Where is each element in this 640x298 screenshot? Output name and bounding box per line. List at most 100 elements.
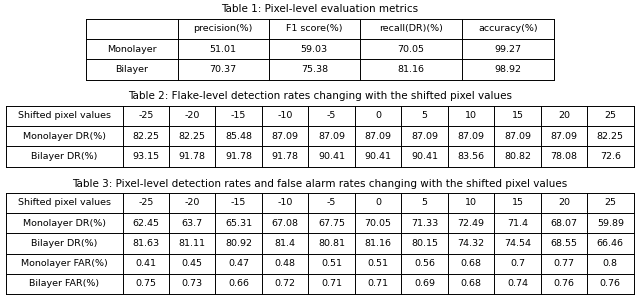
Text: 80.82: 80.82 xyxy=(504,152,531,161)
Text: 67.75: 67.75 xyxy=(318,219,345,228)
Text: 0.76: 0.76 xyxy=(600,280,621,288)
Text: 0.51: 0.51 xyxy=(321,259,342,268)
Text: 0: 0 xyxy=(375,198,381,207)
Text: 91.78: 91.78 xyxy=(225,152,252,161)
Text: 81.11: 81.11 xyxy=(179,239,205,248)
Text: 0.48: 0.48 xyxy=(275,259,296,268)
Text: 0.68: 0.68 xyxy=(461,259,481,268)
Text: 87.09: 87.09 xyxy=(411,132,438,141)
Text: 0.7: 0.7 xyxy=(510,259,525,268)
Text: 65.31: 65.31 xyxy=(225,219,252,228)
Text: 59.03: 59.03 xyxy=(301,45,328,54)
Text: 71.4: 71.4 xyxy=(507,219,528,228)
Text: 20: 20 xyxy=(558,111,570,120)
Text: 87.09: 87.09 xyxy=(271,132,299,141)
Text: 75.38: 75.38 xyxy=(301,65,328,74)
Text: 70.05: 70.05 xyxy=(397,45,425,54)
Text: 80.92: 80.92 xyxy=(225,239,252,248)
Text: 62.45: 62.45 xyxy=(132,219,159,228)
Text: 0.71: 0.71 xyxy=(321,280,342,288)
Text: 85.48: 85.48 xyxy=(225,132,252,141)
Text: 0.66: 0.66 xyxy=(228,280,249,288)
Text: 72.49: 72.49 xyxy=(458,219,484,228)
Text: 91.78: 91.78 xyxy=(179,152,205,161)
Text: Monolayer DR(%): Monolayer DR(%) xyxy=(23,132,106,141)
Text: 87.09: 87.09 xyxy=(550,132,577,141)
Text: 66.46: 66.46 xyxy=(597,239,624,248)
Text: 87.09: 87.09 xyxy=(458,132,484,141)
Text: 0.77: 0.77 xyxy=(554,259,575,268)
Text: 20: 20 xyxy=(558,198,570,207)
Text: 82.25: 82.25 xyxy=(132,132,159,141)
Text: 93.15: 93.15 xyxy=(132,152,159,161)
Text: 68.55: 68.55 xyxy=(550,239,577,248)
Text: 91.78: 91.78 xyxy=(271,152,299,161)
Text: precision(%): precision(%) xyxy=(193,24,253,33)
Text: 98.92: 98.92 xyxy=(495,65,522,74)
Text: 74.32: 74.32 xyxy=(458,239,484,248)
Text: 0.76: 0.76 xyxy=(554,280,575,288)
Text: 25: 25 xyxy=(604,198,616,207)
Text: 5: 5 xyxy=(422,111,428,120)
Text: 63.7: 63.7 xyxy=(182,219,203,228)
Text: 67.08: 67.08 xyxy=(271,219,299,228)
Text: 74.54: 74.54 xyxy=(504,239,531,248)
Text: 70.37: 70.37 xyxy=(209,65,237,74)
Text: Table 1: Pixel-level evaluation metrics: Table 1: Pixel-level evaluation metrics xyxy=(221,4,419,15)
Text: 68.07: 68.07 xyxy=(550,219,577,228)
Text: 81.63: 81.63 xyxy=(132,239,159,248)
Text: recall(DR)(%): recall(DR)(%) xyxy=(380,24,443,33)
Text: 0: 0 xyxy=(375,111,381,120)
Text: -25: -25 xyxy=(138,111,154,120)
Text: Bilayer DR(%): Bilayer DR(%) xyxy=(31,239,98,248)
Text: 81.16: 81.16 xyxy=(365,239,392,248)
Text: 5: 5 xyxy=(422,198,428,207)
Text: 59.89: 59.89 xyxy=(597,219,624,228)
Text: F1 score(%): F1 score(%) xyxy=(286,24,342,33)
Text: Monolayer: Monolayer xyxy=(107,45,157,54)
Text: 0.69: 0.69 xyxy=(414,280,435,288)
Text: 0.56: 0.56 xyxy=(414,259,435,268)
Text: 0.8: 0.8 xyxy=(603,259,618,268)
Text: -20: -20 xyxy=(184,198,200,207)
Text: Monolayer DR(%): Monolayer DR(%) xyxy=(23,219,106,228)
Text: 87.09: 87.09 xyxy=(318,132,345,141)
Text: 72.6: 72.6 xyxy=(600,152,621,161)
Text: 82.25: 82.25 xyxy=(179,132,205,141)
Text: 87.09: 87.09 xyxy=(504,132,531,141)
Text: Bilayer FAR(%): Bilayer FAR(%) xyxy=(29,280,100,288)
Text: 90.41: 90.41 xyxy=(365,152,392,161)
Text: -15: -15 xyxy=(231,111,246,120)
Text: 15: 15 xyxy=(511,198,524,207)
Text: 99.27: 99.27 xyxy=(495,45,522,54)
Text: 15: 15 xyxy=(511,111,524,120)
Text: Bilayer DR(%): Bilayer DR(%) xyxy=(31,152,98,161)
Text: Table 3: Pixel-level detection rates and false alarm rates changing with the shi: Table 3: Pixel-level detection rates and… xyxy=(72,179,568,189)
Text: 80.15: 80.15 xyxy=(411,239,438,248)
Text: 0.51: 0.51 xyxy=(367,259,388,268)
Text: -5: -5 xyxy=(327,111,336,120)
Text: 0.74: 0.74 xyxy=(507,280,528,288)
Text: Monolayer FAR(%): Monolayer FAR(%) xyxy=(21,259,108,268)
Text: 81.4: 81.4 xyxy=(275,239,296,248)
Text: 0.71: 0.71 xyxy=(367,280,388,288)
Text: 0.45: 0.45 xyxy=(182,259,203,268)
Text: 10: 10 xyxy=(465,198,477,207)
Text: Shifted pixel values: Shifted pixel values xyxy=(18,198,111,207)
Text: Shifted pixel values: Shifted pixel values xyxy=(18,111,111,120)
Text: 10: 10 xyxy=(465,111,477,120)
Text: 0.73: 0.73 xyxy=(182,280,203,288)
Text: 71.33: 71.33 xyxy=(411,219,438,228)
Text: 90.41: 90.41 xyxy=(318,152,345,161)
Text: 0.41: 0.41 xyxy=(135,259,156,268)
Text: 0.72: 0.72 xyxy=(275,280,296,288)
Text: 78.08: 78.08 xyxy=(550,152,577,161)
Text: 0.68: 0.68 xyxy=(461,280,481,288)
Text: 87.09: 87.09 xyxy=(365,132,392,141)
Text: accuracy(%): accuracy(%) xyxy=(478,24,538,33)
Text: Table 2: Flake-level detection rates changing with the shifted pixel values: Table 2: Flake-level detection rates cha… xyxy=(128,91,512,102)
Text: 90.41: 90.41 xyxy=(411,152,438,161)
Text: Bilayer: Bilayer xyxy=(115,65,148,74)
Text: -5: -5 xyxy=(327,198,336,207)
Text: 81.16: 81.16 xyxy=(397,65,425,74)
